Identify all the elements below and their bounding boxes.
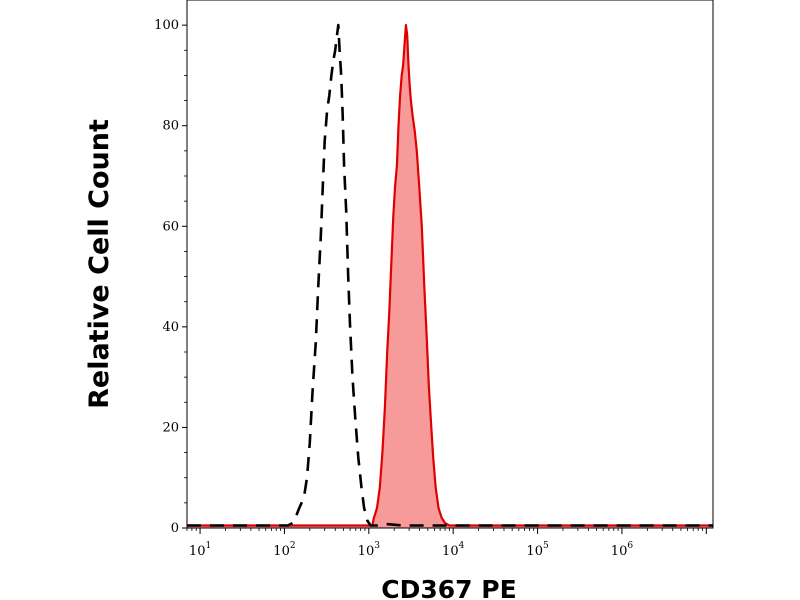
y-tick-label: 0 <box>171 521 179 536</box>
series-1-area <box>187 25 713 528</box>
x-tick-label: 105 <box>526 541 549 559</box>
y-tick-label: 80 <box>162 119 179 134</box>
x-axis-ticks: 101 102 103 104 105 106 <box>186 528 707 559</box>
x-tick-exponent: 6 <box>627 541 633 551</box>
y-axis-title: Relative Cell Count <box>84 119 115 409</box>
x-tick-base: 10 <box>526 544 543 559</box>
series-1-line <box>187 24 713 527</box>
x-tick-exponent: 2 <box>290 541 296 551</box>
x-tick-base: 10 <box>358 544 375 559</box>
x-tick-exponent: 3 <box>374 541 380 551</box>
x-tick-label: 103 <box>358 541 381 559</box>
x-tick-base: 10 <box>442 544 459 559</box>
x-tick-label: 104 <box>442 541 465 559</box>
x-tick-label: 106 <box>611 541 634 559</box>
x-tick-exponent: 4 <box>459 541 465 551</box>
x-tick-base: 10 <box>189 544 206 559</box>
x-tick-exponent: 5 <box>543 541 549 551</box>
x-tick-label: 102 <box>273 541 295 559</box>
y-tick-label: 40 <box>162 320 179 335</box>
x-tick-label: 101 <box>189 541 211 559</box>
y-axis-ticks: 0 20 40 60 80 100 <box>154 18 187 536</box>
x-axis-title: CD367 PE <box>381 575 516 600</box>
plot-series-group <box>187 23 713 528</box>
y-tick-label: 20 <box>162 420 179 435</box>
x-tick-base: 10 <box>273 544 290 559</box>
y-tick-label: 60 <box>162 219 179 234</box>
series-0-line <box>187 23 713 527</box>
x-tick-base: 10 <box>611 544 628 559</box>
x-tick-exponent: 1 <box>205 541 211 551</box>
y-tick-label: 100 <box>154 18 179 33</box>
plot-frame <box>186 0 714 529</box>
